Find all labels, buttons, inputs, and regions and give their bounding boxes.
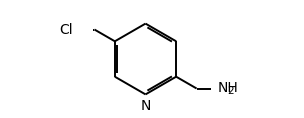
- Text: NH: NH: [217, 81, 238, 95]
- Text: Cl: Cl: [60, 23, 73, 36]
- Text: N: N: [140, 99, 151, 113]
- Text: 2: 2: [227, 86, 233, 96]
